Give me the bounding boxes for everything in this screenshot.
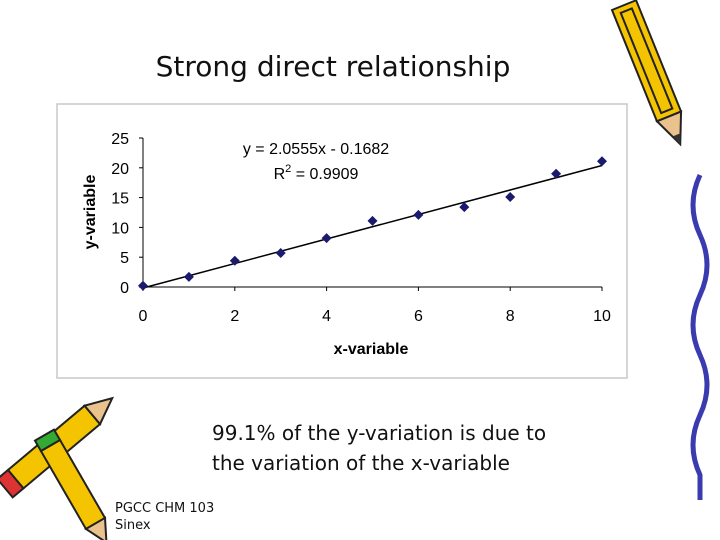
chart-frame xyxy=(56,103,628,379)
trendline xyxy=(142,164,603,289)
data-point xyxy=(275,248,286,259)
data-point xyxy=(138,280,148,291)
data-point xyxy=(459,202,470,213)
x-tick-label: 8 xyxy=(506,308,515,325)
r-squared-label: R2 = 0.9909 xyxy=(274,163,359,183)
r-squared-exponent: 2 xyxy=(285,163,291,175)
r-squared-value: = 0.9909 xyxy=(291,166,358,183)
caption-line: the variation of the x-variable xyxy=(212,451,510,475)
x-tick-label: 0 xyxy=(139,308,148,325)
data-point xyxy=(413,209,424,220)
y-tick-label: 15 xyxy=(111,191,129,208)
data-point xyxy=(183,271,194,282)
data-point xyxy=(367,215,378,226)
slide-title: Strong direct relationship xyxy=(156,50,511,83)
y-axis-label: y-variable xyxy=(82,175,99,250)
data-point xyxy=(229,255,240,266)
y-tick-label: 25 xyxy=(111,131,129,148)
y-tick-label: 5 xyxy=(120,250,129,267)
x-tick-label: 4 xyxy=(322,308,331,325)
data-point xyxy=(321,233,332,244)
footer-line: PGCC CHM 103 xyxy=(115,501,214,516)
y-tick-label: 10 xyxy=(111,220,129,237)
x-tick-label: 10 xyxy=(593,308,611,325)
data-point xyxy=(551,168,562,179)
x-tick-label: 6 xyxy=(414,308,423,325)
y-tick-label: 20 xyxy=(111,161,129,178)
footer-line: Sinex xyxy=(115,518,151,533)
data-point xyxy=(597,156,607,167)
r-squared-symbol: R xyxy=(274,166,286,183)
caption-line: 99.1% of the y-variation is due to xyxy=(212,421,546,445)
y-tick-label: 0 xyxy=(120,280,129,297)
x-tick-label: 2 xyxy=(230,308,239,325)
x-axis-label: x-variable xyxy=(334,341,409,358)
data-point xyxy=(505,192,516,203)
equation-label: y = 2.0555x - 0.1682 xyxy=(243,141,389,158)
